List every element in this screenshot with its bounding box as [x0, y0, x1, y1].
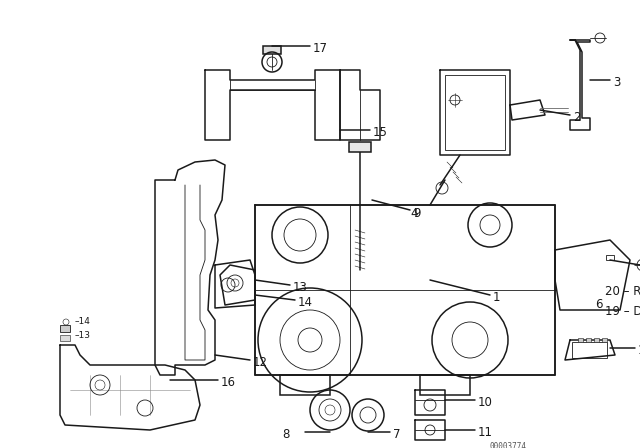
- Text: 14: 14: [298, 296, 313, 309]
- Text: 3: 3: [613, 76, 620, 89]
- Text: 16: 16: [221, 376, 236, 389]
- Bar: [60, 335, 70, 341]
- Bar: [445, 75, 505, 150]
- Polygon shape: [60, 345, 200, 430]
- Text: 11: 11: [478, 426, 493, 439]
- Bar: [586, 338, 591, 342]
- Text: 00003774: 00003774: [490, 442, 527, 448]
- Bar: [606, 255, 614, 260]
- Polygon shape: [440, 70, 510, 155]
- Text: 10: 10: [478, 396, 493, 409]
- Bar: [594, 338, 599, 342]
- Polygon shape: [565, 340, 615, 360]
- Bar: [602, 338, 607, 342]
- Text: 19 – DS: 19 – DS: [605, 305, 640, 318]
- Text: –14: –14: [75, 318, 91, 327]
- Text: 15: 15: [373, 126, 388, 139]
- Polygon shape: [510, 100, 545, 120]
- Text: 9: 9: [413, 207, 420, 220]
- Polygon shape: [255, 205, 555, 375]
- Bar: [572, 342, 607, 358]
- Text: 18: 18: [638, 344, 640, 357]
- Bar: [420, 375, 470, 395]
- Polygon shape: [215, 260, 255, 308]
- Text: 17: 17: [313, 42, 328, 55]
- Polygon shape: [570, 40, 590, 130]
- Bar: [263, 46, 281, 54]
- Bar: [578, 338, 583, 342]
- Polygon shape: [205, 70, 340, 140]
- Bar: [60, 325, 70, 332]
- Bar: [349, 142, 371, 152]
- Polygon shape: [415, 420, 445, 440]
- Text: 8: 8: [283, 428, 290, 441]
- Text: 1: 1: [493, 291, 500, 304]
- Text: 7: 7: [393, 428, 401, 441]
- Polygon shape: [155, 160, 225, 375]
- Text: 4: 4: [410, 207, 418, 220]
- Text: 2: 2: [573, 111, 580, 124]
- Polygon shape: [340, 70, 380, 140]
- Text: –13: –13: [75, 332, 91, 340]
- Polygon shape: [415, 390, 445, 415]
- Text: 12: 12: [253, 356, 268, 369]
- Text: 20 – RS: 20 – RS: [605, 285, 640, 298]
- Text: 13: 13: [293, 281, 308, 294]
- Text: 6: 6: [595, 298, 602, 311]
- Bar: [280, 375, 330, 395]
